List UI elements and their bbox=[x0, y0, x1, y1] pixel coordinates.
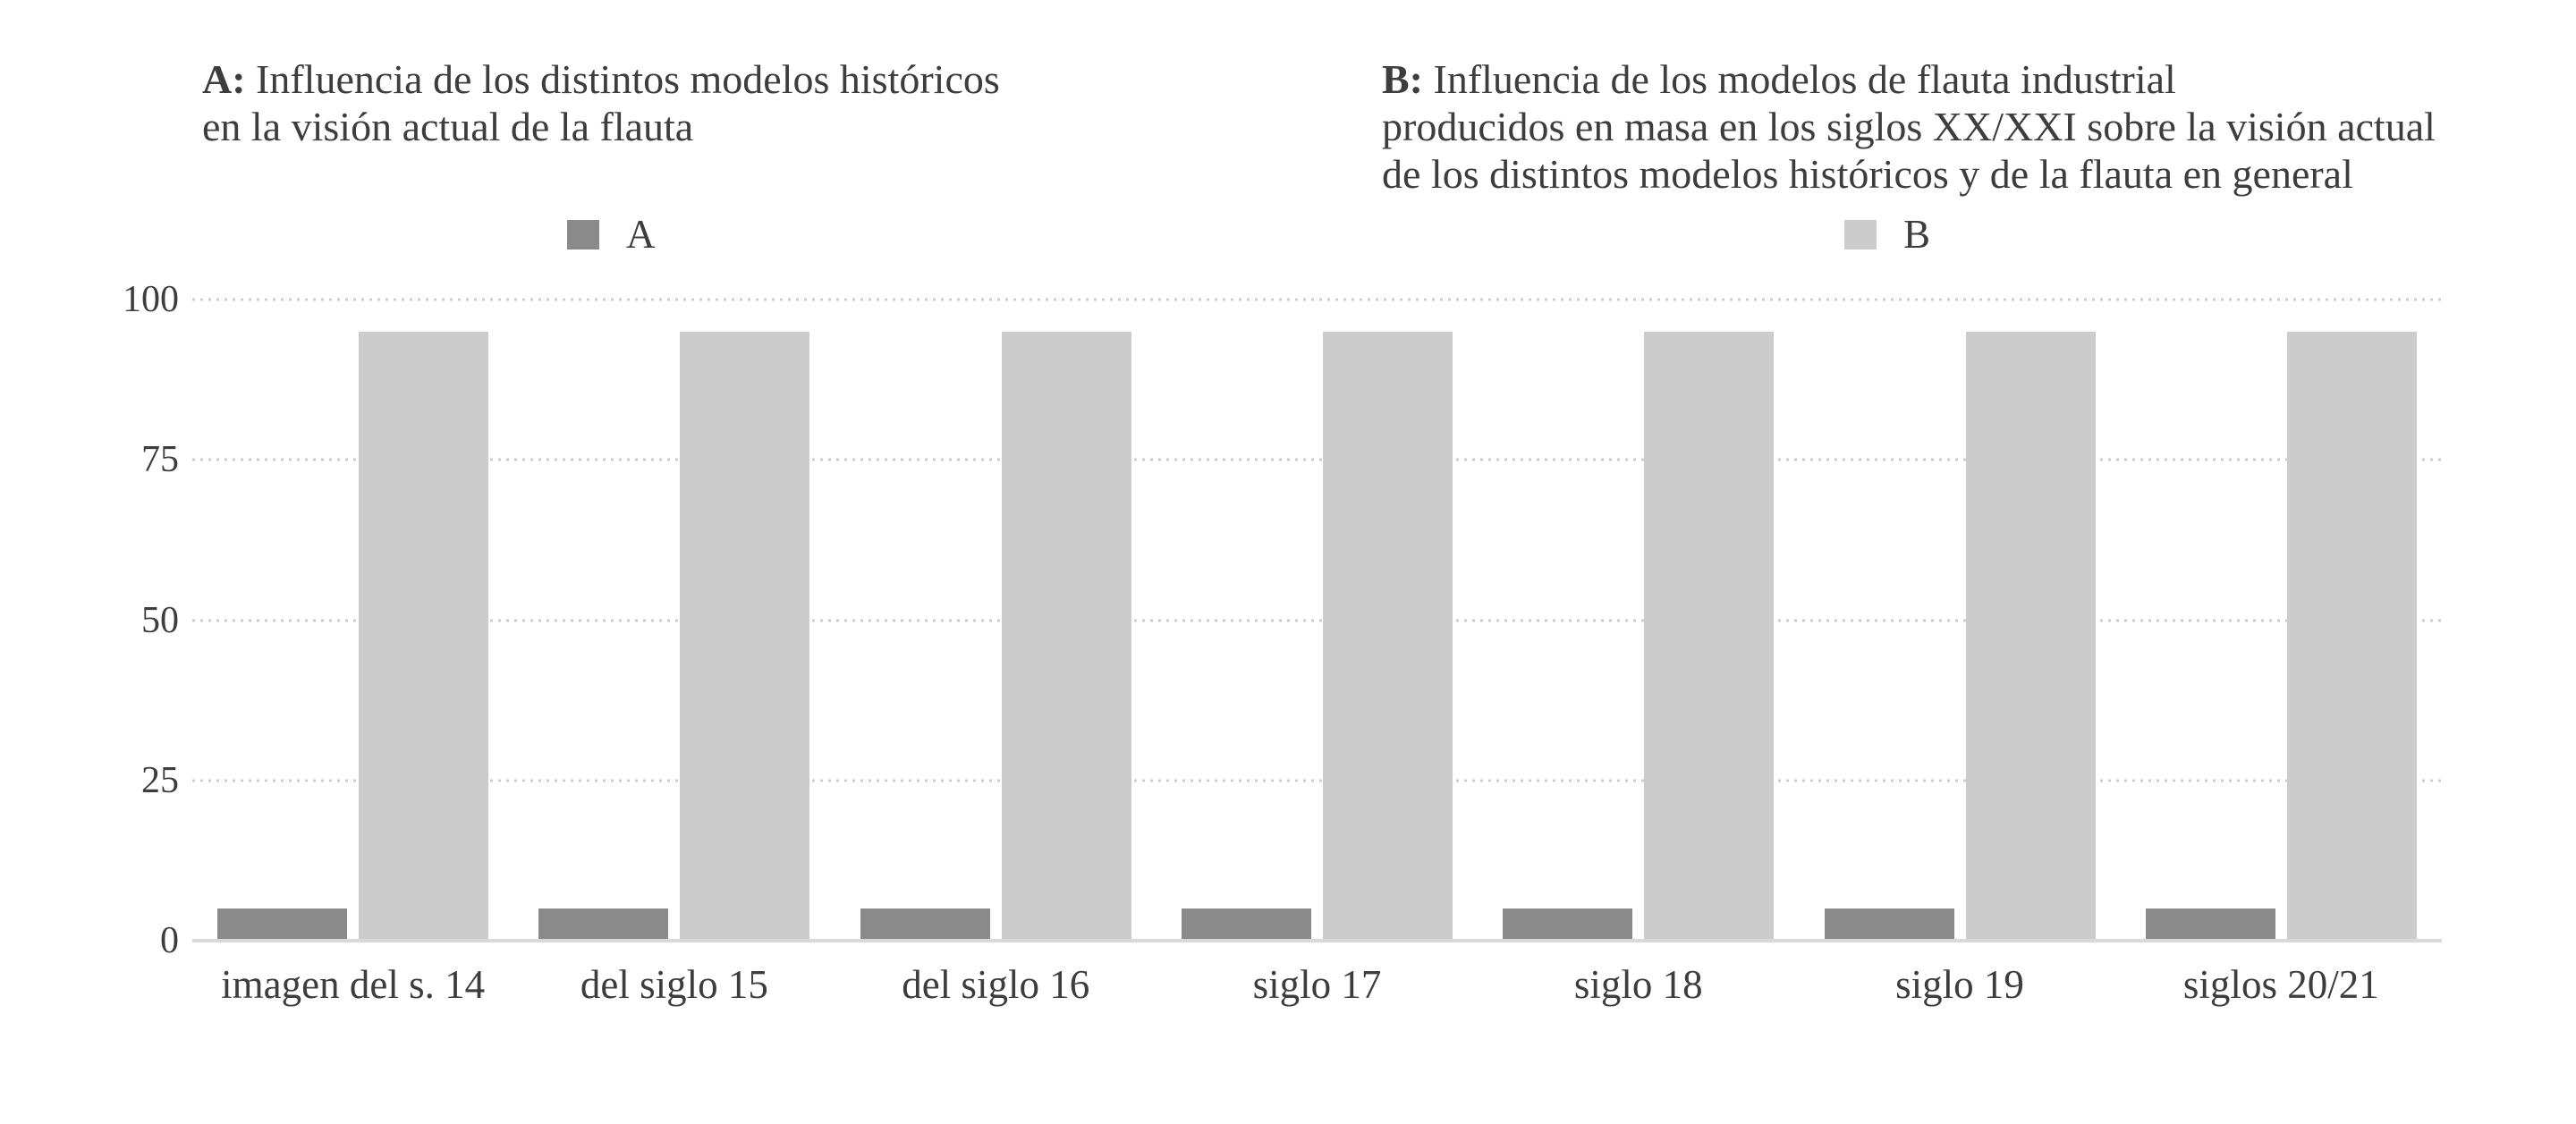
panel-b-title-line-3: de los distintos modelos históricos y de… bbox=[1382, 151, 2353, 197]
panel-a-title-line-2: en la visión actual de la flauta bbox=[202, 104, 694, 149]
panel-b-title-text-1: Influencia de los modelos de flauta indu… bbox=[1433, 56, 2176, 102]
y-axis: 0 25 50 75 100 bbox=[27, 281, 179, 959]
x-axis-label: siglo 18 bbox=[1573, 962, 1703, 1007]
y-axis-tick-label: 25 bbox=[141, 759, 179, 801]
bar-group bbox=[1799, 300, 2120, 941]
legend-label-b: B bbox=[1903, 212, 1931, 257]
bar-series-a bbox=[860, 908, 990, 941]
bar-series-b bbox=[680, 331, 810, 941]
bar-series-a bbox=[1181, 908, 1311, 941]
y-axis-tick-label: 75 bbox=[141, 439, 179, 481]
bar-series-b bbox=[1644, 331, 1775, 941]
bar-series-b bbox=[359, 331, 489, 941]
panel-b-title-prefix: B: bbox=[1382, 56, 1423, 102]
bar-series-b bbox=[1322, 331, 1453, 941]
panel-a-title-text-1: Influencia de los distintos modelos hist… bbox=[256, 56, 1000, 102]
panel-b-title-line-2: producidos en masa en los siglos XX/XXI … bbox=[1382, 104, 2436, 149]
x-axis-label: del siglo 15 bbox=[580, 962, 768, 1007]
bar-group bbox=[513, 300, 835, 941]
bar-group bbox=[192, 300, 513, 941]
gridline bbox=[192, 619, 2442, 621]
gridline bbox=[192, 298, 2442, 301]
bar-series-b bbox=[2286, 331, 2417, 941]
x-axis-label: siglos 20/21 bbox=[2182, 962, 2379, 1007]
legend-series-b: B bbox=[1844, 211, 1930, 258]
bar-group bbox=[2121, 300, 2442, 941]
legend-swatch-b bbox=[1844, 219, 1877, 249]
bar-series-a bbox=[1503, 908, 1633, 941]
panel-b-title: B: Influencia de los modelos de flauta i… bbox=[1382, 55, 2545, 198]
panel-a-title-line-1: A: Influencia de los distintos modelos h… bbox=[202, 55, 1275, 103]
bar-series-b bbox=[1965, 331, 2096, 941]
bar-series-a bbox=[217, 908, 348, 941]
panel-b-title-line-1: B: Influencia de los modelos de flauta i… bbox=[1382, 55, 2545, 103]
gridline bbox=[192, 779, 2442, 782]
x-axis-label: siglo 19 bbox=[1895, 962, 2024, 1007]
x-axis-label: imagen del s. 14 bbox=[221, 962, 486, 1007]
x-axis-baseline bbox=[192, 939, 2442, 942]
y-axis-tick-label: 100 bbox=[123, 279, 179, 320]
plot-area bbox=[192, 298, 2442, 942]
bar-groups bbox=[192, 300, 2442, 941]
bar-group bbox=[835, 300, 1157, 941]
legend-label-a: A bbox=[626, 212, 656, 257]
bar-series-a bbox=[538, 908, 669, 941]
bar-series-b bbox=[1001, 331, 1131, 941]
bar-group bbox=[1157, 300, 1478, 941]
panel-a-title: A: Influencia de los distintos modelos h… bbox=[202, 55, 1275, 150]
bar-group bbox=[1478, 300, 1799, 941]
bar-series-a bbox=[1824, 908, 1954, 941]
gridline bbox=[192, 458, 2442, 461]
legend-series-a: A bbox=[567, 211, 656, 258]
x-axis-labels: imagen del s. 14 del siglo 15 del siglo 16… bbox=[192, 962, 2442, 1007]
legend-swatch-a bbox=[567, 219, 599, 249]
y-axis-tick-label: 0 bbox=[160, 920, 179, 961]
panel-a-title-prefix: A: bbox=[202, 56, 246, 102]
x-axis-label: siglo 17 bbox=[1252, 962, 1382, 1007]
y-axis-tick-label: 50 bbox=[141, 599, 179, 641]
bar-series-a bbox=[2145, 908, 2275, 941]
x-axis-label: del siglo 16 bbox=[902, 962, 1090, 1007]
